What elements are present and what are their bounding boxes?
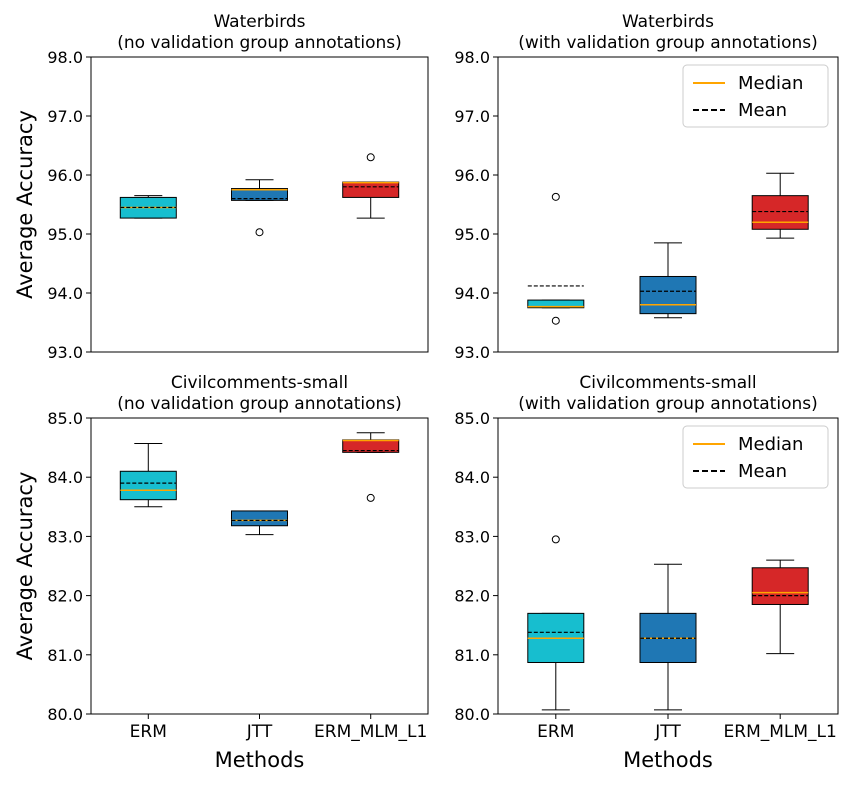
legend-mean-label: Mean [738,100,787,121]
panel-subtitle: (with validation group annotations) [518,394,817,414]
panel-subtitle: (with validation group annotations) [518,33,817,53]
y-tick-label: 97.0 [454,107,490,126]
box-body [751,567,809,605]
y-tick-label: 80.0 [454,705,490,724]
panel-subtitle: (no validation group annotations) [117,394,402,414]
y-tick-label: 98.0 [47,48,83,67]
box-body [231,510,288,527]
box-erm [119,195,177,219]
box-jtt [231,510,288,536]
outlier-point [551,535,560,544]
y-tick-label: 81.0 [47,646,83,665]
box-erm [527,535,585,711]
x-tick-label: ERM_MLM_L1 [724,722,837,742]
plot-frame [497,56,839,353]
panel-3: Civilcomments-small(no validation group … [13,373,429,772]
x-tick-label: JTT [246,722,273,742]
panel-subtitle: (no validation group annotations) [117,33,402,53]
y-tick-label: 97.0 [47,107,83,126]
box-body [527,299,585,309]
legend-box [682,64,829,128]
panel-1: Waterbirds(no validation group annotatio… [13,12,429,362]
box-erm [527,192,585,325]
y-tick-label: 85.0 [47,409,83,428]
panel-title: Waterbirds [213,12,305,32]
x-axis-label: Methods [623,748,713,772]
y-tick-label: 96.0 [47,166,83,185]
panel-title: Waterbirds [622,12,714,32]
y-tick-label: 95.0 [454,225,490,244]
y-tick-label: 85.0 [454,409,490,428]
box-body [342,181,400,198]
y-tick-label: 93.0 [47,343,83,362]
y-tick-label: 84.0 [454,468,490,487]
x-tick-label: ERM [537,722,574,742]
box-jtt [231,179,288,237]
box-body [119,470,177,501]
legend-median-label: Median [738,73,803,94]
box-erm-mlm-l1 [751,172,809,239]
x-tick-label: ERM [130,722,167,742]
box-body [231,188,288,201]
y-tick-label: 82.0 [454,587,490,606]
y-tick-label: 98.0 [454,48,490,67]
box-erm-mlm-l1 [342,432,400,502]
y-tick-label: 80.0 [47,705,83,724]
box-erm-mlm-l1 [342,153,400,219]
legend-mean-label: Mean [738,461,787,482]
box-jtt [639,242,697,319]
y-tick-label: 84.0 [47,468,83,487]
y-tick-label: 93.0 [454,343,490,362]
outlier-point [255,228,264,237]
box-body [639,275,697,315]
y-tick-label: 81.0 [454,646,490,665]
box-jtt [639,563,697,711]
legend-median-label: Median [738,434,803,455]
x-axis-label: Methods [215,748,305,772]
plot-frame [90,56,429,353]
y-axis-label: Average Accuracy [13,110,37,299]
box-erm [119,442,177,508]
plot-frame [90,417,429,715]
box-body [751,195,809,230]
y-tick-label: 83.0 [47,527,83,546]
box-erm-mlm-l1 [751,559,809,655]
y-tick-label: 82.0 [47,587,83,606]
panel-title: Civilcomments-small [579,373,756,393]
outlier-point [366,153,375,162]
legend: Median Mean [682,425,829,489]
y-tick-label: 95.0 [47,225,83,244]
panel-4: Civilcomments-small(with validation grou… [454,373,839,772]
legend-box [682,425,829,489]
legend: Median Mean [682,64,829,128]
outlier-point [551,316,560,325]
x-tick-label: ERM_MLM_L1 [314,722,427,742]
outlier-point [366,493,375,502]
panel-2: Waterbirds(with validation group annotat… [454,12,839,362]
y-tick-label: 96.0 [454,166,490,185]
outlier-point [551,192,560,201]
x-tick-label: JTT [654,722,681,742]
y-tick-label: 94.0 [47,284,83,303]
panel-title: Civilcomments-small [171,373,348,393]
y-tick-label: 94.0 [454,284,490,303]
y-tick-label: 83.0 [454,527,490,546]
y-axis-label: Average Accuracy [13,472,37,661]
